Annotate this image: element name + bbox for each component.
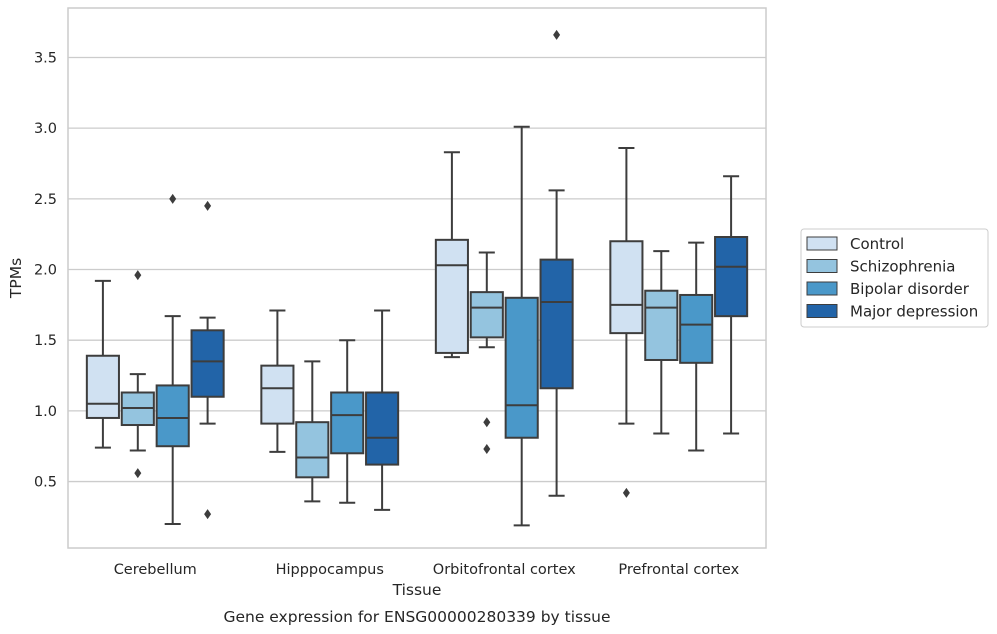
y-tick-label: 3.0 xyxy=(34,121,57,137)
outlier-point xyxy=(204,200,212,211)
box-iqr xyxy=(190,329,225,398)
series-major-depression xyxy=(190,29,749,520)
legend-swatch xyxy=(806,259,838,273)
box xyxy=(434,151,469,359)
series-schizophrenia xyxy=(120,250,679,503)
box xyxy=(190,200,225,520)
y-tick-label: 1.5 xyxy=(34,333,57,349)
box xyxy=(120,270,155,479)
x-tick-label: Prefrontal cortex xyxy=(618,562,739,578)
legend-swatch xyxy=(806,281,838,296)
box-iqr xyxy=(365,391,400,466)
box xyxy=(295,360,330,503)
legend-label: Major depression xyxy=(850,303,978,321)
box xyxy=(714,175,749,435)
box-iqr xyxy=(679,293,714,364)
box xyxy=(85,279,120,449)
legend-swatch xyxy=(806,304,838,318)
legend: Control Schizophrenia Bipolar disorder Majo… xyxy=(800,228,989,328)
series-bipolar-disorder xyxy=(155,125,714,527)
box-iqr xyxy=(434,238,469,354)
box xyxy=(539,29,574,497)
legend-frame xyxy=(800,228,989,328)
y-tick-label: 2.0 xyxy=(34,263,57,279)
box-iqr xyxy=(609,240,644,335)
box-iqr xyxy=(330,391,365,455)
box-iqr xyxy=(644,289,679,361)
box xyxy=(609,146,644,498)
y-axis-title: TPMs xyxy=(7,258,25,299)
box-iqr xyxy=(260,364,295,425)
box xyxy=(365,309,400,511)
y-tick-label: 0.5 xyxy=(34,475,57,491)
outlier-point xyxy=(204,509,212,520)
x-tick-labels: Cerebellum Hipppocampus Orbitofrontal cort… xyxy=(114,562,740,578)
box-iqr xyxy=(85,354,120,419)
series-control xyxy=(85,146,644,498)
y-tick-label: 1.0 xyxy=(34,404,57,420)
box xyxy=(504,125,539,527)
outlier-point xyxy=(134,468,142,479)
box-iqr xyxy=(295,421,330,479)
box xyxy=(330,339,365,504)
legend-label: Control xyxy=(850,235,904,253)
outlier-point xyxy=(483,417,491,428)
legend-label: Bipolar disorder xyxy=(850,280,970,298)
box-iqr xyxy=(469,291,504,339)
box-iqr xyxy=(155,384,190,448)
box xyxy=(644,250,679,435)
box xyxy=(155,193,190,525)
box xyxy=(679,241,714,452)
box xyxy=(469,251,504,455)
plot-frame xyxy=(67,7,767,549)
x-axis-title: Tissue xyxy=(392,581,442,599)
outlier-point xyxy=(483,444,491,455)
x-tick-label: Hipppocampus xyxy=(276,562,384,578)
legend-swatch xyxy=(806,236,838,251)
x-tick-label: Cerebellum xyxy=(114,562,197,578)
y-tick-labels: 0.5 1.0 1.5 2.0 2.5 3.0 3.5 xyxy=(34,50,57,490)
outlier-point xyxy=(553,29,561,40)
x-tick-label: Orbitofrontal cortex xyxy=(433,562,576,578)
y-tick-label: 2.5 xyxy=(34,192,57,208)
outlier-point xyxy=(622,487,630,498)
outlier-point xyxy=(134,270,142,281)
box-iqr xyxy=(504,296,539,439)
box xyxy=(260,309,295,453)
outlier-point xyxy=(169,193,177,204)
legend-label: Schizophrenia xyxy=(850,258,955,276)
box-iqr xyxy=(539,258,574,390)
chart-caption: Gene expression for ENSG00000280339 by t… xyxy=(223,608,610,626)
box-iqr xyxy=(714,236,749,318)
box-series xyxy=(85,29,749,527)
y-tick-label: 3.5 xyxy=(34,50,57,66)
